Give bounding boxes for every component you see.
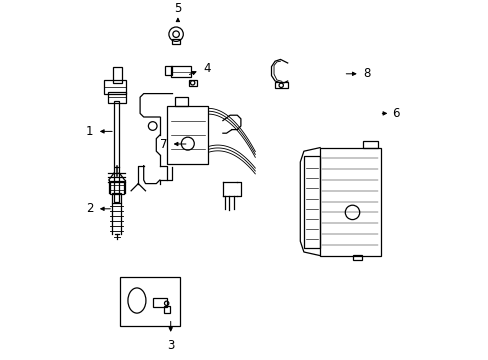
Bar <box>171 39 180 44</box>
Bar <box>120 277 179 326</box>
Text: 1: 1 <box>86 125 93 138</box>
Bar <box>104 80 125 94</box>
Bar <box>163 306 170 313</box>
Bar <box>275 82 287 88</box>
Text: 7: 7 <box>160 138 167 150</box>
Bar <box>170 66 190 77</box>
Text: 5: 5 <box>174 3 181 15</box>
Bar <box>113 67 122 83</box>
Text: 4: 4 <box>203 62 210 75</box>
Bar <box>363 141 377 148</box>
Text: 6: 6 <box>391 107 399 120</box>
Bar <box>167 106 208 164</box>
Bar <box>112 193 121 203</box>
Bar <box>110 181 123 194</box>
Bar <box>188 80 196 86</box>
Bar <box>107 92 125 103</box>
Text: 3: 3 <box>167 339 174 352</box>
Text: 2: 2 <box>86 202 93 215</box>
Bar <box>114 101 119 202</box>
Bar <box>165 66 171 75</box>
Bar <box>352 255 361 260</box>
Bar <box>153 298 167 307</box>
Text: 8: 8 <box>363 67 370 80</box>
Bar <box>320 148 381 256</box>
Bar <box>303 156 320 248</box>
Bar <box>175 97 187 106</box>
